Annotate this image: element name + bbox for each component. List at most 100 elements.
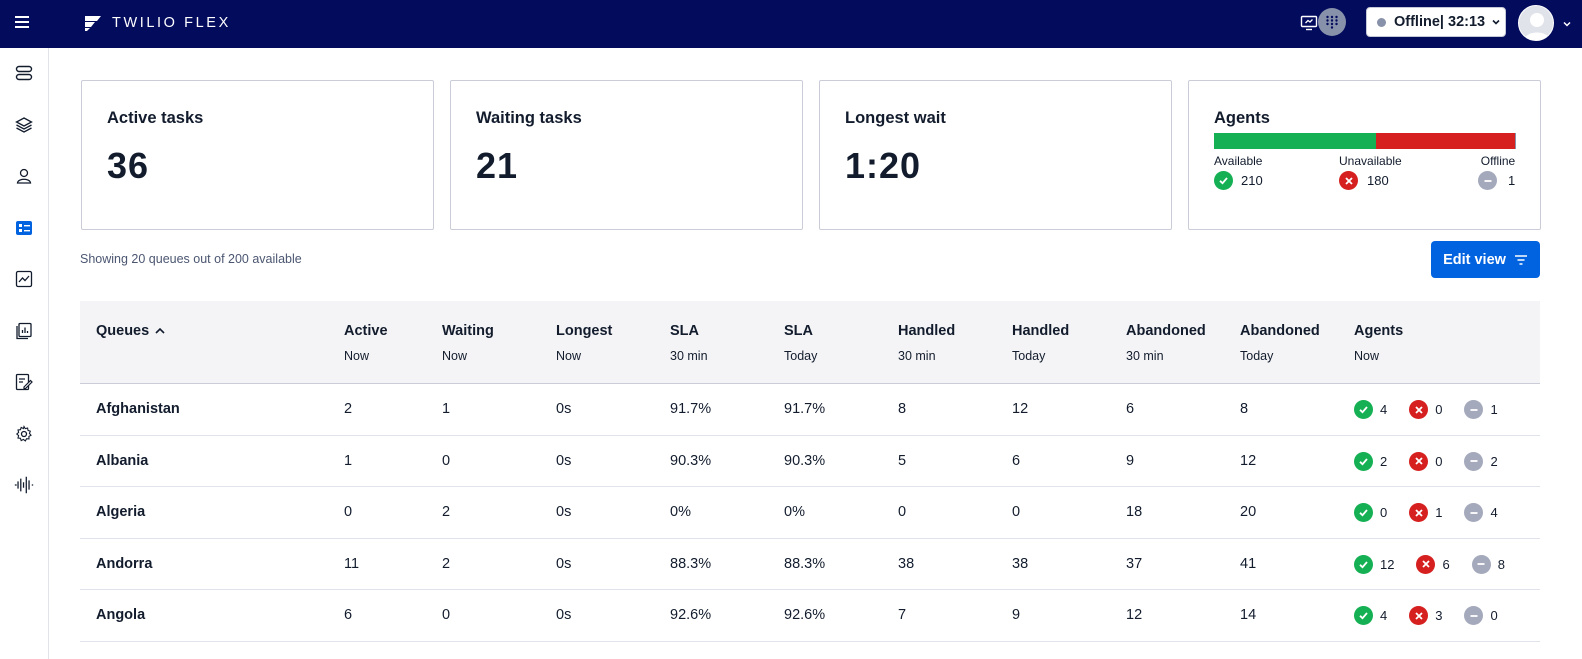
dialpad-icon (1326, 15, 1338, 29)
cell-sla-30-min: 92.6% (670, 607, 712, 623)
minus-circle-icon (1464, 503, 1484, 522)
brand-name: TWILIO FLEX (112, 15, 231, 31)
cell-longest: 0s (556, 555, 572, 572)
cell-handled-30-min: 8 (898, 401, 907, 417)
status-dot (1377, 17, 1386, 27)
cell-sla-30-min: 88.3% (670, 555, 712, 572)
column-subtitle: Now (344, 349, 370, 363)
column-subtitle: Now (1354, 349, 1380, 363)
agents-status-bar (1214, 133, 1516, 149)
cell-sla-today: 92.6% (784, 607, 826, 623)
table-row[interactable]: Algeria 0 2 0s 0% 0% 0 0 18 20 0 1 4 (80, 487, 1540, 539)
queues-count-text: Showing 20 queues out of 200 available (80, 252, 302, 266)
queues-stats-icon[interactable] (13, 217, 35, 239)
x-circle-icon (1409, 451, 1429, 471)
check-circle-icon (1354, 451, 1373, 471)
available-count: 12 (1380, 556, 1395, 572)
offline-count: 8 (1497, 556, 1505, 572)
agents-available: 4 (1354, 606, 1387, 625)
x-circle-icon (1409, 400, 1429, 419)
settings-icon[interactable] (13, 423, 35, 445)
layers-icon[interactable] (13, 114, 35, 136)
check-circle-icon (1354, 606, 1373, 625)
agents-offline: 8 (1471, 554, 1505, 574)
agents-cell: 0 1 4 (1354, 503, 1498, 522)
cell-longest: 0s (556, 504, 572, 520)
dialpad-button[interactable] (1318, 8, 1346, 36)
agent-desktop-icon[interactable] (13, 62, 35, 84)
column-header-active: Active Now (344, 323, 388, 363)
cell-sla-30-min: 91.7% (670, 401, 712, 417)
queue-name: Andorra (96, 555, 153, 572)
cell-longest: 0s (556, 452, 572, 469)
quality-management-icon[interactable] (13, 371, 35, 393)
x-circle-icon (1339, 171, 1358, 190)
teams-icon[interactable] (13, 165, 35, 187)
column-header-waiting: Waiting Now (442, 323, 494, 363)
cell-abandoned-30-min: 6 (1126, 401, 1135, 417)
cell-abandoned-today: 41 (1240, 555, 1257, 572)
column-header-abandoned-30-min: Abandoned 30 min (1126, 323, 1206, 363)
avatar[interactable] (1518, 5, 1554, 41)
column-subtitle: 30 min (670, 349, 708, 363)
cell-handled-today: 0 (1012, 504, 1021, 520)
table-row[interactable]: Angola 6 0 0s 92.6% 92.6% 7 9 12 14 4 3 0 (80, 590, 1540, 642)
cell-active: 1 (344, 452, 353, 469)
cell-waiting: 2 (442, 555, 451, 572)
table-row[interactable]: Andorra 11 2 0s 88.3% 88.3% 38 38 37 41 12 6 8 (80, 539, 1540, 590)
column-title: Agents (1354, 323, 1404, 339)
cell-waiting: 1 (442, 401, 451, 417)
agents-unavailable: 0 (1409, 400, 1442, 419)
agents-offline: 0 (1464, 606, 1498, 625)
column-header-sla-30-min: SLA 30 min (670, 323, 708, 363)
cell-sla-today: 91.7% (784, 401, 826, 417)
card-title: Longest wait (845, 109, 946, 127)
cell-sla-today: 88.3% (784, 555, 826, 572)
unavailable-count: 6 (1442, 556, 1450, 572)
waiting-tasks-card: Waiting tasks 21 (450, 80, 803, 230)
check-circle-icon (1354, 400, 1373, 419)
card-value: 1:20 (845, 145, 922, 186)
side-nav (0, 48, 49, 659)
x-circle-icon (1409, 606, 1429, 625)
unavailable-count: 0 (1435, 453, 1443, 469)
offline-count: 1 (1508, 173, 1516, 188)
top-bar: TWILIO FLEX Offline| 32:13 (0, 0, 1582, 48)
menu-icon[interactable] (15, 16, 29, 28)
available-count: 4 (1380, 608, 1388, 623)
table-header: Queues Active Now Waiting Now Longest Now SLA 30… (80, 301, 1540, 384)
column-header-sla-today: SLA Today (784, 323, 817, 363)
reports-icon[interactable] (13, 320, 35, 342)
column-title: Longest (556, 323, 613, 339)
available-label: Available (1214, 154, 1263, 168)
column-subtitle: Now (442, 349, 468, 363)
column-header-queues[interactable]: Queues (96, 323, 166, 339)
table-row[interactable]: Afghanistan 2 1 0s 91.7% 91.7% 8 12 6 8 4 0 1 (80, 384, 1540, 436)
minus-circle-icon (1464, 451, 1484, 471)
analytics-icon[interactable] (13, 268, 35, 290)
edit-view-button[interactable]: Edit view (1431, 241, 1540, 278)
screen-share-icon[interactable] (1300, 14, 1318, 32)
table-row[interactable]: Albania 1 0 0s 90.3% 90.3% 5 6 9 12 2 0 2 (80, 436, 1540, 487)
cell-abandoned-30-min: 37 (1126, 555, 1143, 572)
agents-unavailable: 1 (1409, 503, 1442, 522)
sort-ascending-icon[interactable] (154, 326, 166, 336)
cell-handled-today: 38 (1012, 555, 1029, 572)
agents-available: 2 (1354, 451, 1387, 471)
cell-handled-30-min: 7 (898, 607, 907, 623)
unavailable-count: 1 (1435, 505, 1443, 520)
offline-count: 0 (1490, 608, 1498, 623)
cell-waiting: 0 (442, 452, 451, 469)
card-value: 36 (107, 145, 150, 186)
check-circle-icon (1354, 503, 1373, 522)
queue-name: Algeria (96, 504, 146, 520)
activity-status-dropdown[interactable]: Offline| 32:13 (1366, 7, 1506, 37)
voice-insights-icon[interactable] (13, 474, 35, 496)
cell-abandoned-30-min: 9 (1126, 452, 1135, 469)
chevron-down-icon[interactable] (1562, 19, 1572, 29)
column-subtitle: Today (784, 349, 818, 363)
card-title: Agents (1214, 109, 1270, 127)
cell-abandoned-today: 12 (1240, 452, 1257, 469)
minus-circle-icon (1464, 400, 1484, 419)
available-segment (1214, 133, 1377, 149)
